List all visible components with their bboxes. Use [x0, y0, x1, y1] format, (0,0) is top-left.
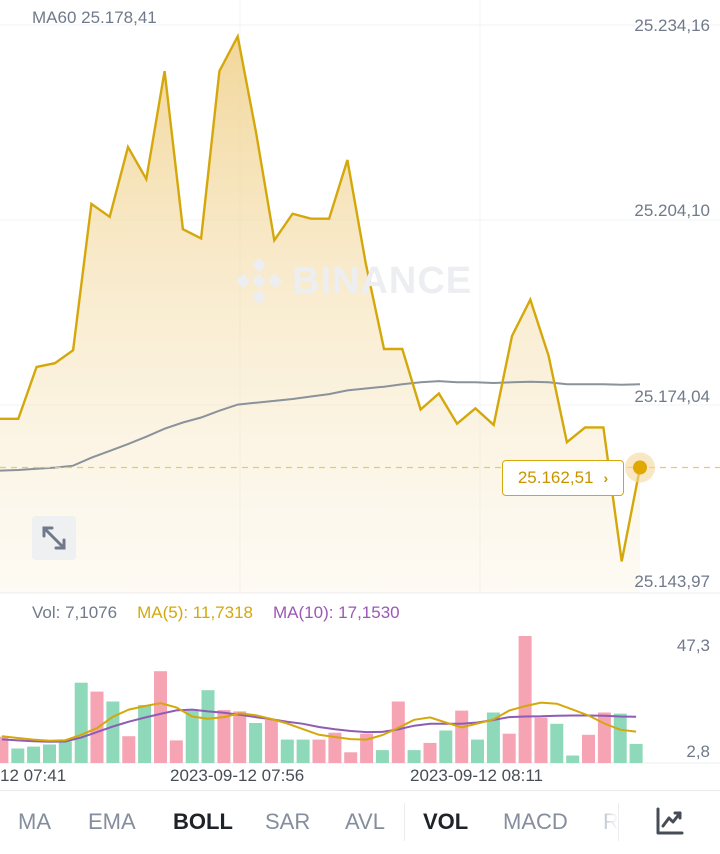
price-axis-label: 25.234,16 [634, 16, 710, 35]
indicator-tabs: MA EMA BOLL SAR AVL VOL MACD R [0, 790, 720, 854]
volume-bar [613, 713, 627, 763]
volume-bar [344, 752, 358, 763]
price-axis-label: 25.204,10 [634, 201, 710, 220]
price-area-fill [0, 36, 640, 593]
volume-bar [106, 701, 120, 763]
volume-bar [11, 748, 25, 763]
tab-sar[interactable]: SAR [265, 809, 311, 834]
ma10-legend-value: MA(10): 17,1530 [273, 603, 400, 622]
volume-bar [486, 712, 500, 763]
volume-bar [296, 739, 310, 763]
tab-ema[interactable]: EMA [88, 809, 136, 834]
time-axis-label: 2023-09-12 07:56 [170, 766, 305, 785]
watermark-text: BINANCE [292, 259, 473, 302]
volume-bar [534, 717, 548, 763]
binance-watermark: BINANCE [236, 258, 472, 304]
current-price-value: 25.162,51 [517, 468, 594, 487]
volume-bar [280, 739, 294, 763]
volume-bar [217, 710, 231, 763]
time-axis-label: 2023-09-12 08:11 [410, 766, 543, 785]
price-axis-label: 25.174,04 [634, 387, 710, 406]
tab-ma[interactable]: MA [18, 809, 51, 834]
tab-macd[interactable]: MACD [503, 809, 568, 834]
current-price-dot [633, 460, 647, 475]
volume-bar [423, 742, 437, 763]
tab-scroll-fade [590, 791, 618, 853]
tab-boll[interactable]: BOLL [173, 809, 233, 834]
tab-vol[interactable]: VOL [423, 809, 469, 834]
vol-legend-value: Vol: 7,1076 [32, 603, 118, 622]
volume-bar [74, 682, 88, 763]
volume-legend: Vol: 7,1076 MA(5): 11,7318 MA(10): 17,15… [32, 603, 400, 623]
ma5-legend-value: MA(5): 11,7318 [137, 603, 253, 622]
volume-bar [43, 744, 56, 763]
volume-axis-label: 47,3 [676, 636, 710, 655]
volume-bar [0, 736, 9, 763]
volume-bar [582, 734, 595, 763]
volume-bar [550, 723, 564, 763]
volume-bar [233, 711, 247, 763]
ma60-line [0, 380, 641, 472]
ma10-line [1, 708, 637, 743]
volume-bar [328, 732, 342, 763]
volume-axis-label: 2,8 [686, 742, 710, 761]
volume-bar [138, 705, 152, 763]
ma5-line [1, 701, 637, 742]
chart-settings-button[interactable] [650, 801, 690, 841]
expand-chart-button[interactable] [32, 516, 76, 560]
expand-arrows-icon [42, 526, 66, 550]
volume-bar [629, 743, 643, 763]
ma60-legend: MA60 25.178,41 [32, 8, 157, 27]
volume-bar [439, 730, 453, 763]
volume-bar [201, 690, 215, 763]
volume-bar [407, 750, 421, 763]
volume-bar [169, 740, 183, 763]
price-axis-label: 25.143,97 [634, 572, 710, 591]
price-line [0, 32, 642, 562]
volume-bar [185, 710, 199, 763]
volume-bar [90, 691, 104, 763]
current-price-tag[interactable]: 25.162,51 › [502, 460, 624, 496]
binance-logo-icon [236, 258, 282, 304]
volume-bar [471, 739, 484, 763]
volume-bar [502, 733, 516, 763]
price-chart[interactable]: BINANCE MA60 25.178,41 25.234,16 25.204,… [0, 0, 720, 593]
chevron-right-icon: › [603, 470, 609, 486]
volume-bar [375, 750, 389, 763]
volume-bar [312, 739, 326, 763]
tab-divider [404, 803, 405, 841]
chart-settings-icon [656, 807, 684, 835]
volume-bar [391, 701, 405, 763]
tab-divider [618, 803, 619, 841]
volume-bar [122, 736, 136, 763]
volume-bar [154, 671, 167, 763]
volume-bar [518, 636, 532, 763]
tab-avl[interactable]: AVL [345, 809, 385, 834]
volume-bar [455, 710, 469, 763]
volume-bar [360, 733, 374, 763]
time-axis-label: 12 07:41 [0, 766, 67, 785]
volume-bar [566, 755, 580, 763]
volume-bar [264, 720, 278, 763]
volume-bar [27, 746, 41, 763]
volume-bar [249, 723, 263, 763]
volume-bar [58, 741, 72, 763]
volume-bar [597, 712, 611, 763]
